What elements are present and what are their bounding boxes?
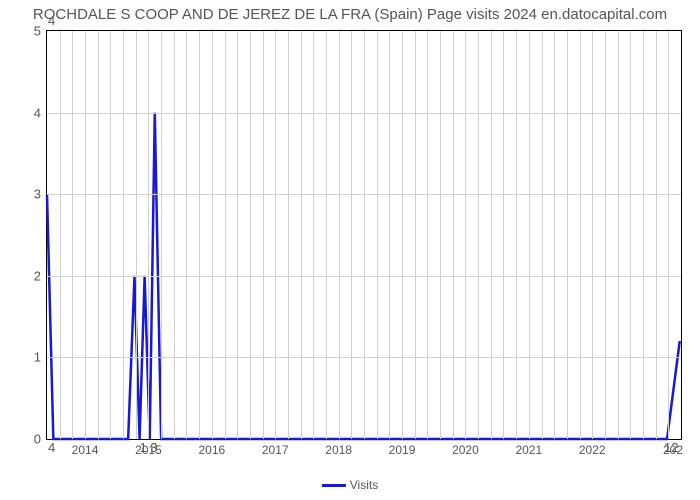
gridline-v — [630, 31, 631, 439]
gridline-v — [377, 31, 378, 439]
corner-label-lr: 12 — [664, 440, 678, 455]
legend-swatch — [322, 484, 346, 487]
gridline-v — [529, 31, 530, 439]
gridline-v — [161, 31, 162, 439]
gridline-v — [250, 31, 251, 439]
gridline-v — [148, 31, 149, 439]
gridline-v — [60, 31, 61, 439]
gridline-v — [174, 31, 175, 439]
plot-area: 0123452014201520162017201820192020202120… — [46, 30, 682, 440]
gridline-v — [478, 31, 479, 439]
gridline-v — [326, 31, 327, 439]
gridline-v — [85, 31, 86, 439]
chart-container: ROCHDALE S COOP AND DE JEREZ DE LA FRA (… — [0, 0, 700, 500]
x-tick-label: 2017 — [262, 443, 289, 457]
y-tick-label: 3 — [34, 187, 41, 202]
x-tick-label: 2016 — [198, 443, 225, 457]
gridline-v — [98, 31, 99, 439]
x-tick-label: 2021 — [515, 443, 542, 457]
gridline-v — [110, 31, 111, 439]
gridline-v — [554, 31, 555, 439]
gridline-v — [263, 31, 264, 439]
gridline-v — [427, 31, 428, 439]
gridline-v — [339, 31, 340, 439]
gridline-v — [313, 31, 314, 439]
x-tick-label: 2022 — [579, 443, 606, 457]
gridline-v — [415, 31, 416, 439]
gridline-v — [605, 31, 606, 439]
corner-label-ll: 4 — [48, 440, 55, 455]
gridline-v — [301, 31, 302, 439]
gridline-v — [136, 31, 137, 439]
y-tick-label: 1 — [34, 350, 41, 365]
gridline-v — [668, 31, 669, 439]
gridline-v — [580, 31, 581, 439]
y-tick-label: 2 — [34, 268, 41, 283]
gridline-v — [402, 31, 403, 439]
x-tick-label: 2018 — [325, 443, 352, 457]
chart-title: ROCHDALE S COOP AND DE JEREZ DE LA FRA (… — [0, 0, 700, 25]
gridline-v — [364, 31, 365, 439]
y-tick-label: 5 — [34, 24, 41, 39]
gridline-v — [212, 31, 213, 439]
gridline-v — [503, 31, 504, 439]
gridline-v — [440, 31, 441, 439]
gridline-v — [618, 31, 619, 439]
gridline-v — [592, 31, 593, 439]
gridline-v — [542, 31, 543, 439]
gridline-v — [351, 31, 352, 439]
gridline-v — [656, 31, 657, 439]
gridline-v — [491, 31, 492, 439]
x-tick-label: 2020 — [452, 443, 479, 457]
gridline-v — [643, 31, 644, 439]
x-tick-label: 2014 — [72, 443, 99, 457]
gridline-v — [465, 31, 466, 439]
y-tick-label: 0 — [34, 432, 41, 447]
gridline-v — [199, 31, 200, 439]
gridline-v — [186, 31, 187, 439]
below-2015-label: 1 3 — [139, 440, 157, 455]
legend-label: Visits — [350, 478, 378, 492]
gridline-v — [389, 31, 390, 439]
gridline-v — [275, 31, 276, 439]
gridline-v — [288, 31, 289, 439]
gridline-v — [567, 31, 568, 439]
x-tick-label: 2019 — [389, 443, 416, 457]
corner-label-ul: 4 — [48, 13, 55, 28]
gridline-v — [237, 31, 238, 439]
gridline-v — [453, 31, 454, 439]
gridline-v — [123, 31, 124, 439]
y-tick-label: 4 — [34, 105, 41, 120]
gridline-v — [516, 31, 517, 439]
gridline-v — [72, 31, 73, 439]
gridline-v — [225, 31, 226, 439]
legend: Visits — [0, 478, 700, 492]
